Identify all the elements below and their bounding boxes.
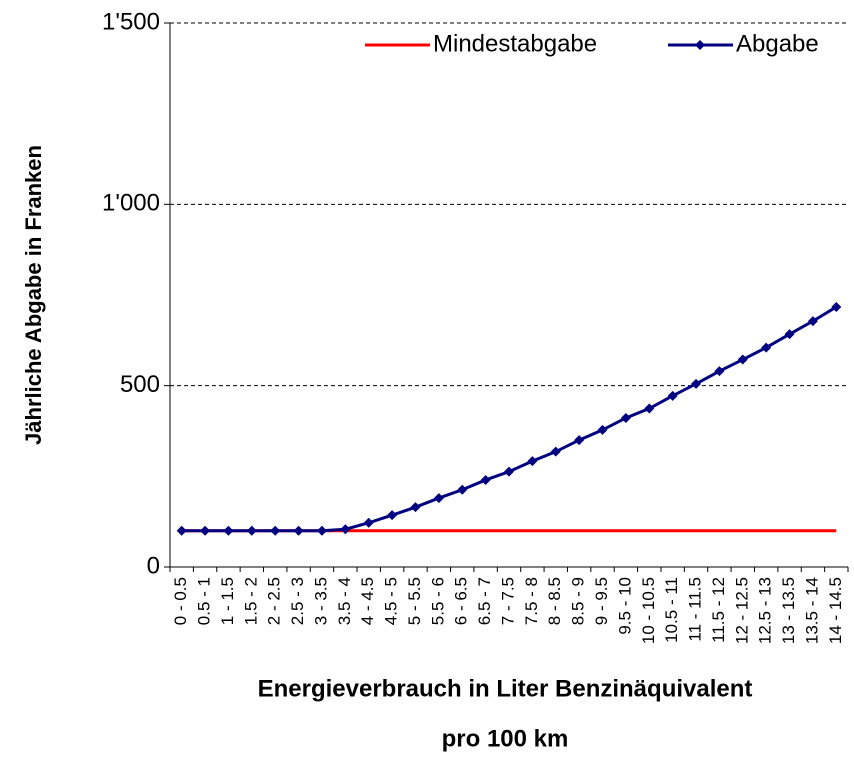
- marker: [363, 517, 374, 528]
- marker: [270, 525, 281, 536]
- x-tick-label: 6.5 - 7: [475, 577, 494, 625]
- x-tick-label: 8 - 8.5: [545, 577, 564, 625]
- marker: [761, 342, 772, 353]
- x-tick-label: 12 - 12.5: [732, 577, 751, 644]
- marker: [784, 329, 795, 340]
- x-tick-label: 11 - 11.5: [686, 577, 705, 642]
- legend-marker: [695, 40, 705, 50]
- legend-label: Abgabe: [736, 30, 819, 57]
- x-tick-label: 2 - 2.5: [265, 577, 284, 625]
- x-tick-label: 7 - 7.5: [498, 577, 517, 625]
- y-tick-label: 0: [147, 552, 160, 579]
- marker: [527, 456, 538, 467]
- marker: [574, 435, 585, 446]
- marker: [410, 502, 421, 513]
- x-tick-label: 11.5 - 12: [709, 577, 728, 643]
- x-tick-label: 7.5 - 8: [522, 577, 541, 625]
- x-tick-label: 3.5 - 4: [335, 577, 354, 625]
- marker: [246, 525, 257, 536]
- marker: [223, 525, 234, 536]
- x-axis-title: Energieverbrauch in Liter Benzinäquivale…: [258, 675, 753, 702]
- y-tick-label: 1'500: [102, 8, 160, 35]
- x-tick-label: 4 - 4.5: [358, 577, 377, 625]
- x-axis-title: pro 100 km: [442, 725, 569, 752]
- marker: [433, 493, 444, 504]
- x-tick-label: 5 - 5.5: [405, 577, 424, 625]
- marker: [667, 390, 678, 401]
- marker: [620, 412, 631, 423]
- x-tick-label: 3 - 3.5: [311, 577, 330, 625]
- x-tick-label: 1.5 - 2: [241, 577, 260, 625]
- marker: [714, 366, 725, 377]
- x-tick-label: 4.5 - 5: [382, 577, 401, 625]
- y-axis-title: Jährliche Abgabe in Franken: [21, 145, 46, 445]
- x-tick-label: 0.5 - 1: [195, 577, 214, 625]
- marker: [597, 424, 608, 435]
- marker: [340, 524, 351, 535]
- x-tick-label: 9 - 9.5: [592, 577, 611, 625]
- marker: [480, 474, 491, 485]
- y-tick-label: 1'000: [102, 190, 160, 217]
- marker: [293, 525, 304, 536]
- legend-box: [360, 28, 847, 64]
- x-tick-label: 1 - 1.5: [218, 577, 237, 625]
- marker: [387, 510, 398, 521]
- y-tick-label: 500: [120, 371, 160, 398]
- marker: [737, 354, 748, 365]
- x-tick-label: 6 - 6.5: [452, 577, 471, 625]
- x-tick-label: 9.5 - 10: [615, 577, 634, 635]
- marker: [550, 446, 561, 457]
- x-tick-label: 10.5 - 11: [662, 577, 681, 643]
- marker: [176, 525, 187, 536]
- marker: [504, 466, 514, 477]
- x-tick-label: 14 - 14.5: [826, 577, 845, 644]
- marker: [200, 525, 211, 536]
- marker: [316, 525, 327, 536]
- x-tick-label: 12.5 - 13: [756, 577, 775, 644]
- marker: [644, 403, 655, 414]
- marker: [457, 484, 468, 495]
- marker: [807, 316, 818, 327]
- x-tick-label: 2.5 - 3: [288, 577, 307, 625]
- x-tick-label: 8.5 - 9: [569, 577, 588, 625]
- series-line: [181, 305, 838, 533]
- legend-label: Mindestabgabe: [433, 30, 597, 57]
- marker: [691, 378, 702, 389]
- x-tick-label: 10 - 10.5: [639, 577, 658, 644]
- x-tick-label: 13.5 - 14: [802, 577, 821, 644]
- x-tick-label: 5.5 - 6: [428, 577, 447, 625]
- marker: [831, 301, 842, 312]
- x-tick-label: 13 - 13.5: [779, 577, 798, 644]
- x-tick-label: 0 - 0.5: [171, 577, 190, 625]
